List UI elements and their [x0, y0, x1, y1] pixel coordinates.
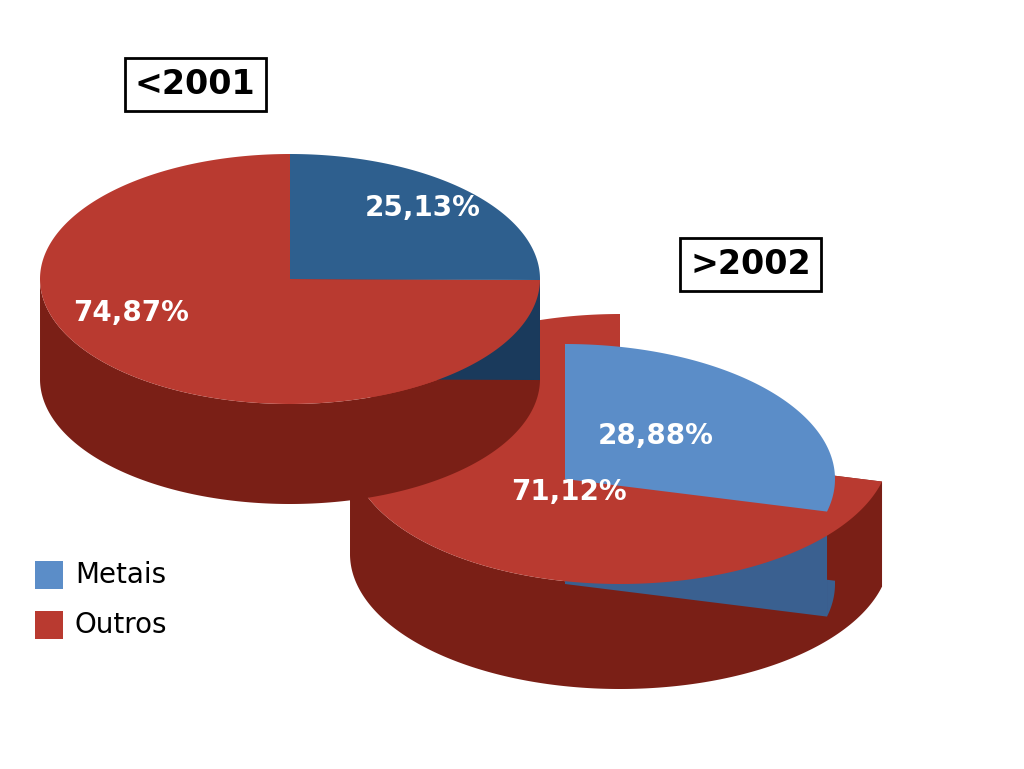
Text: 28,88%: 28,88% — [598, 421, 714, 450]
Polygon shape — [40, 280, 540, 504]
Polygon shape — [350, 314, 882, 584]
Text: 71,12%: 71,12% — [512, 478, 627, 506]
Polygon shape — [290, 279, 540, 380]
Polygon shape — [565, 344, 835, 511]
Polygon shape — [565, 479, 827, 617]
Bar — [35, 561, 63, 589]
Text: <2001: <2001 — [135, 68, 256, 101]
Polygon shape — [620, 449, 882, 587]
Polygon shape — [350, 450, 882, 689]
Bar — [35, 611, 63, 639]
Text: 25,13%: 25,13% — [365, 194, 481, 222]
Polygon shape — [290, 154, 540, 280]
Text: 74,87%: 74,87% — [74, 299, 189, 327]
Polygon shape — [290, 279, 540, 380]
Text: >2002: >2002 — [690, 248, 811, 281]
Text: Outros: Outros — [75, 611, 168, 639]
Polygon shape — [827, 479, 835, 617]
Polygon shape — [40, 154, 540, 404]
Text: Metais: Metais — [75, 561, 166, 589]
